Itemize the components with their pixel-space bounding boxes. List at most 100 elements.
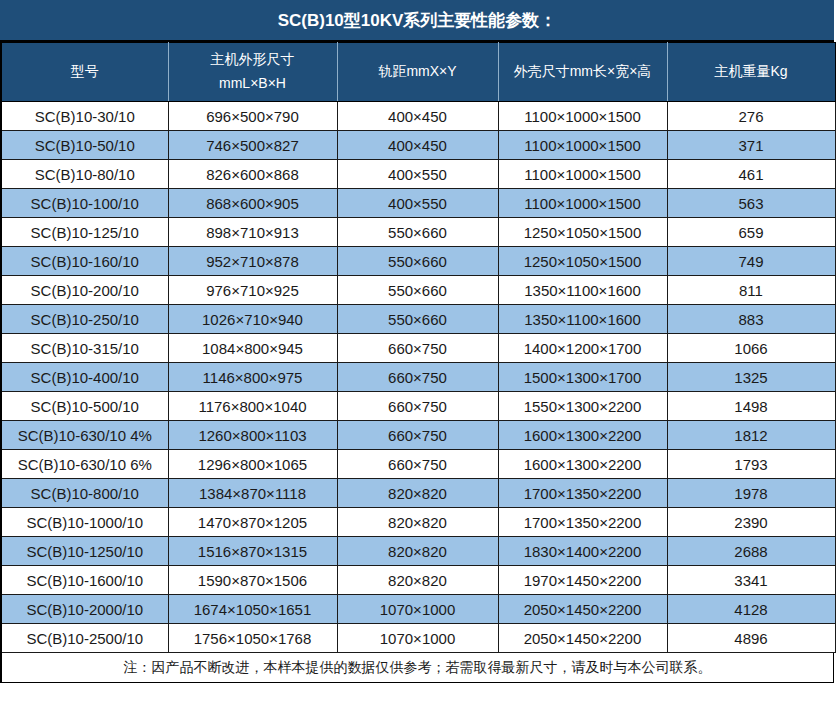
- cell-rail-distance: 400×450: [337, 102, 498, 131]
- col-header-rail-distance: 轨距mmX×Y: [337, 43, 498, 102]
- cell-shell-dimensions: 1350×1100×1600: [498, 305, 667, 334]
- cell-shell-dimensions: 1500×1300×1700: [498, 363, 667, 392]
- table-row: SC(B)10-500/101176×800×1040660×7501550×1…: [1, 392, 835, 421]
- cell-rail-distance: 820×820: [337, 479, 498, 508]
- cell-model: SC(B)10-125/10: [1, 218, 168, 247]
- footer-note: 注：因产品不断改进，本样本提供的数据仅供参考；若需取得最新尺寸，请及时与本公司联…: [0, 653, 834, 683]
- cell-rail-distance: 550×660: [337, 218, 498, 247]
- table-row: SC(B)10-2500/101756×1050×17681070×100020…: [1, 624, 835, 653]
- cell-shell-dimensions: 1350×1100×1600: [498, 276, 667, 305]
- cell-model: SC(B)10-250/10: [1, 305, 168, 334]
- cell-main-dimensions: 1260×800×1103: [168, 421, 337, 450]
- cell-model: SC(B)10-2000/10: [1, 595, 168, 624]
- cell-weight: 371: [667, 131, 835, 160]
- cell-rail-distance: 550×660: [337, 305, 498, 334]
- cell-weight: 3341: [667, 566, 835, 595]
- table-row: SC(B)10-800/101384×870×1118820×8201700×1…: [1, 479, 835, 508]
- cell-weight: 461: [667, 160, 835, 189]
- cell-main-dimensions: 826×600×868: [168, 160, 337, 189]
- cell-weight: 1325: [667, 363, 835, 392]
- cell-model: SC(B)10-2500/10: [1, 624, 168, 653]
- cell-rail-distance: 550×660: [337, 247, 498, 276]
- table-row: SC(B)10-50/10746×500×827400×4501100×1000…: [1, 131, 835, 160]
- cell-rail-distance: 660×750: [337, 334, 498, 363]
- spec-table: 型号 主机外形尺寸 mmL×B×H 轨距mmX×Y 外壳尺寸mm长×宽×高 主机…: [0, 42, 836, 653]
- cell-shell-dimensions: 1700×1350×2200: [498, 508, 667, 537]
- cell-model: SC(B)10-100/10: [1, 189, 168, 218]
- cell-rail-distance: 1070×1000: [337, 595, 498, 624]
- cell-model: SC(B)10-30/10: [1, 102, 168, 131]
- cell-rail-distance: 820×820: [337, 566, 498, 595]
- cell-rail-distance: 660×750: [337, 363, 498, 392]
- cell-weight: 883: [667, 305, 835, 334]
- cell-shell-dimensions: 2050×1450×2200: [498, 624, 667, 653]
- cell-model: SC(B)10-630/10 4%: [1, 421, 168, 450]
- cell-model: SC(B)10-800/10: [1, 479, 168, 508]
- col-header-weight: 主机重量Kg: [667, 43, 835, 102]
- table-row: SC(B)10-160/10952×710×878550×6601250×105…: [1, 247, 835, 276]
- table-row: SC(B)10-100/10868×600×905400×5501100×100…: [1, 189, 835, 218]
- cell-rail-distance: 400×550: [337, 189, 498, 218]
- table-row: SC(B)10-1600/101590×870×1506820×8201970×…: [1, 566, 835, 595]
- cell-main-dimensions: 1590×870×1506: [168, 566, 337, 595]
- cell-weight: 4896: [667, 624, 835, 653]
- table-row: SC(B)10-400/101146×800×975660×7501500×13…: [1, 363, 835, 392]
- table-body: SC(B)10-30/10696×500×790400×4501100×1000…: [1, 102, 835, 653]
- cell-rail-distance: 1070×1000: [337, 624, 498, 653]
- spec-sheet: SC(B)10型10KV系列主要性能参数： 型号 主机外形尺寸 mmL×B×H …: [0, 0, 834, 683]
- table-row: SC(B)10-200/10976×710×925550×6601350×110…: [1, 276, 835, 305]
- cell-shell-dimensions: 1100×1000×1500: [498, 189, 667, 218]
- cell-model: SC(B)10-500/10: [1, 392, 168, 421]
- cell-main-dimensions: 696×500×790: [168, 102, 337, 131]
- cell-main-dimensions: 1176×800×1040: [168, 392, 337, 421]
- cell-shell-dimensions: 1830×1400×2200: [498, 537, 667, 566]
- cell-model: SC(B)10-400/10: [1, 363, 168, 392]
- cell-main-dimensions: 898×710×913: [168, 218, 337, 247]
- cell-rail-distance: 660×750: [337, 392, 498, 421]
- cell-model: SC(B)10-200/10: [1, 276, 168, 305]
- cell-rail-distance: 820×820: [337, 537, 498, 566]
- col-header-model: 型号: [1, 43, 168, 102]
- cell-shell-dimensions: 1400×1200×1700: [498, 334, 667, 363]
- cell-weight: 1066: [667, 334, 835, 363]
- cell-weight: 4128: [667, 595, 835, 624]
- header-row: 型号 主机外形尺寸 mmL×B×H 轨距mmX×Y 外壳尺寸mm长×宽×高 主机…: [1, 43, 835, 102]
- cell-main-dimensions: 1756×1050×1768: [168, 624, 337, 653]
- cell-main-dimensions: 1146×800×975: [168, 363, 337, 392]
- cell-main-dimensions: 746×500×827: [168, 131, 337, 160]
- table-row: SC(B)10-30/10696×500×790400×4501100×1000…: [1, 102, 835, 131]
- cell-main-dimensions: 976×710×925: [168, 276, 337, 305]
- cell-shell-dimensions: 1100×1000×1500: [498, 131, 667, 160]
- table-row: SC(B)10-250/101026×710×940550×6601350×11…: [1, 305, 835, 334]
- cell-weight: 749: [667, 247, 835, 276]
- cell-model: SC(B)10-160/10: [1, 247, 168, 276]
- cell-main-dimensions: 1084×800×945: [168, 334, 337, 363]
- table-row: SC(B)10-80/10826×600×868400×5501100×1000…: [1, 160, 835, 189]
- cell-model: SC(B)10-1250/10: [1, 537, 168, 566]
- cell-main-dimensions: 952×710×878: [168, 247, 337, 276]
- cell-weight: 659: [667, 218, 835, 247]
- table-row: SC(B)10-1250/101516×870×1315820×8201830×…: [1, 537, 835, 566]
- table-row: SC(B)10-315/101084×800×945660×7501400×12…: [1, 334, 835, 363]
- cell-rail-distance: 660×750: [337, 421, 498, 450]
- table-row: SC(B)10-125/10898×710×913550×6601250×105…: [1, 218, 835, 247]
- cell-rail-distance: 400×550: [337, 160, 498, 189]
- cell-main-dimensions: 868×600×905: [168, 189, 337, 218]
- cell-model: SC(B)10-1000/10: [1, 508, 168, 537]
- cell-main-dimensions: 1674×1050×1651: [168, 595, 337, 624]
- cell-rail-distance: 820×820: [337, 508, 498, 537]
- cell-shell-dimensions: 1700×1350×2200: [498, 479, 667, 508]
- cell-shell-dimensions: 1250×1050×1500: [498, 247, 667, 276]
- cell-main-dimensions: 1384×870×1118: [168, 479, 337, 508]
- cell-rail-distance: 550×660: [337, 276, 498, 305]
- cell-rail-distance: 400×450: [337, 131, 498, 160]
- cell-weight: 1978: [667, 479, 835, 508]
- table-row: SC(B)10-2000/101674×1050×16511070×100020…: [1, 595, 835, 624]
- cell-weight: 563: [667, 189, 835, 218]
- cell-model: SC(B)10-315/10: [1, 334, 168, 363]
- cell-main-dimensions: 1296×800×1065: [168, 450, 337, 479]
- page-title: SC(B)10型10KV系列主要性能参数：: [0, 0, 834, 42]
- cell-weight: 2688: [667, 537, 835, 566]
- cell-shell-dimensions: 1250×1050×1500: [498, 218, 667, 247]
- cell-model: SC(B)10-80/10: [1, 160, 168, 189]
